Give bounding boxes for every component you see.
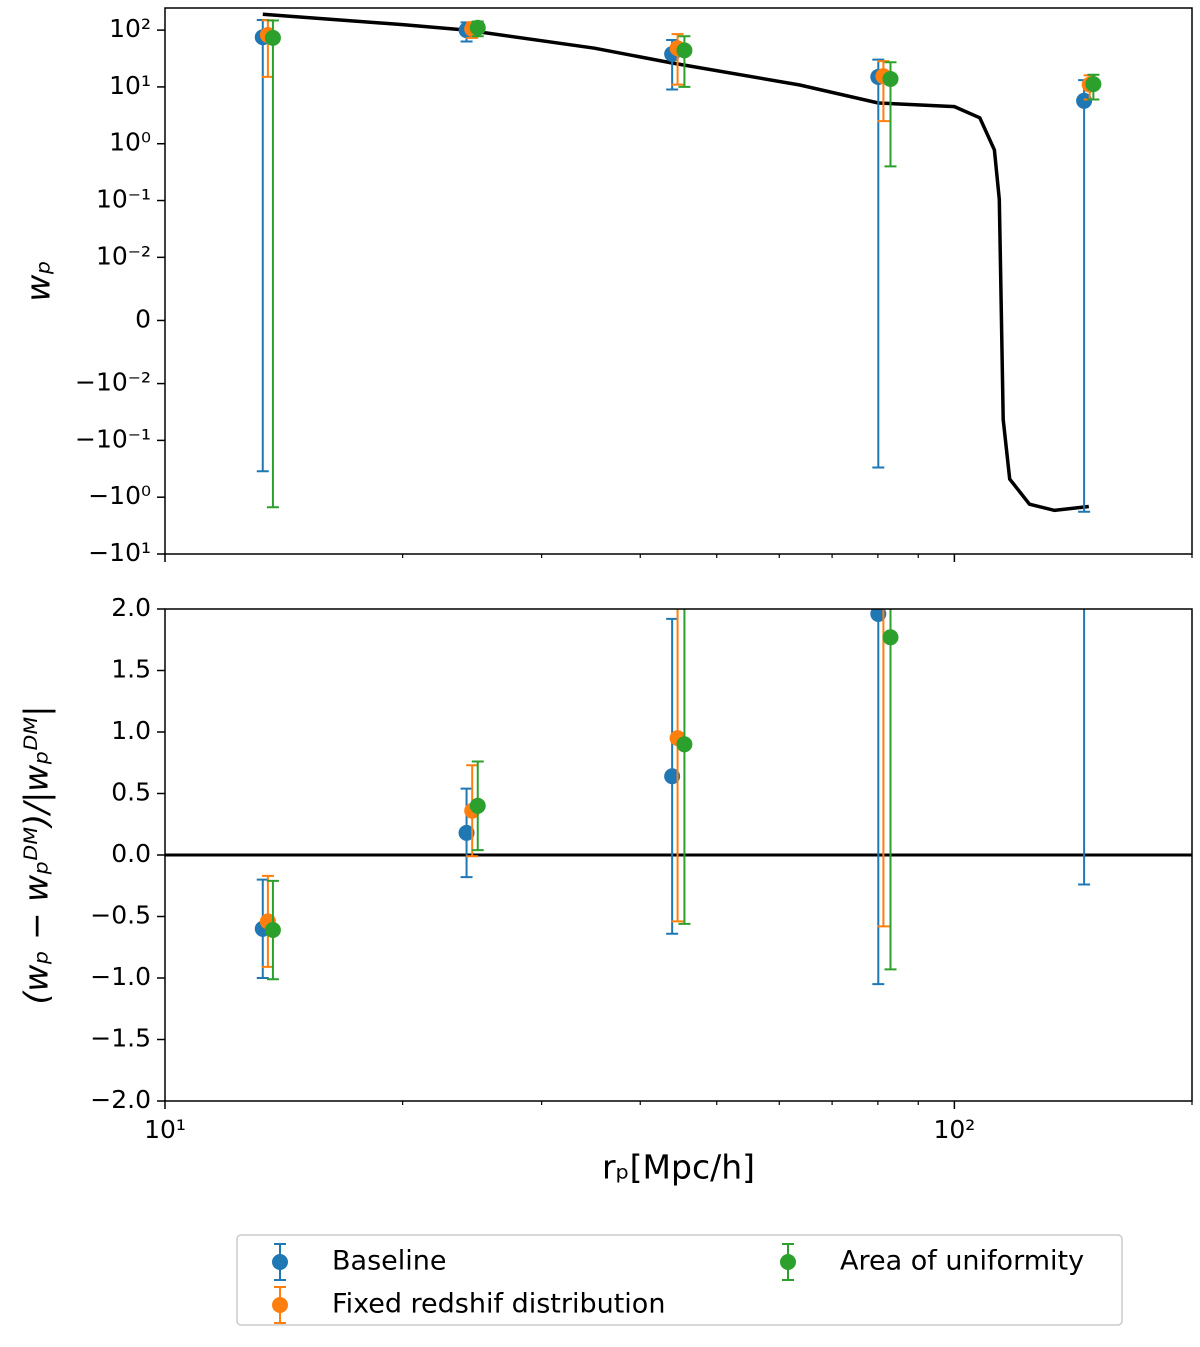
axes-frame — [164, 608, 1193, 1102]
legend-label: Baseline — [332, 1246, 446, 1277]
point — [1085, 171, 1101, 187]
y-axis-label: wₚ — [19, 260, 58, 301]
error-bar — [1078, 79, 1091, 513]
y-axis-label: (wₚ − wₚᴰᴹ)/|wₚᴰᴹ| — [17, 706, 56, 1005]
point — [882, 629, 899, 646]
legend-marker — [780, 1254, 796, 1270]
point — [676, 736, 693, 753]
x-tick-label: 10² — [933, 1115, 975, 1144]
point — [676, 42, 693, 59]
point — [664, 768, 681, 785]
error-bar — [256, 19, 269, 473]
y-tick-label: 10² — [109, 14, 151, 43]
y-tick-label: 10⁻² — [96, 241, 151, 270]
y-tick-label: 10¹ — [109, 71, 151, 100]
y-tick-label: −10¹ — [88, 538, 151, 567]
y-tick-label: −10⁻² — [75, 368, 151, 397]
point — [458, 824, 475, 841]
legend-marker — [272, 1297, 288, 1313]
legend-label: Fixed redshif distribution — [332, 1289, 665, 1320]
legend-marker — [272, 1254, 288, 1270]
legend-box — [236, 1234, 1123, 1326]
point — [264, 29, 281, 46]
error-bar — [872, 58, 885, 469]
y-tick-label: −1.0 — [90, 962, 151, 991]
y-tick-label: 0.5 — [111, 778, 151, 807]
error-bar — [266, 19, 279, 509]
error-bar — [877, 609, 890, 928]
plot-area — [254, 12, 1102, 513]
point — [1076, 92, 1093, 109]
error-bar — [1078, 609, 1091, 886]
y-tick-label: 0 — [135, 304, 151, 333]
y-tick-label: 10⁰ — [109, 128, 151, 157]
x-axis-label: rₚ[Mpc/h] — [602, 1148, 755, 1187]
y-tick-label: 1.0 — [111, 716, 151, 745]
model-curve — [262, 12, 1089, 513]
point — [469, 19, 486, 36]
y-tick-label: 1.5 — [111, 655, 151, 684]
plot-area — [165, 0, 1192, 986]
axes-frame — [164, 7, 1193, 555]
point — [870, 609, 887, 622]
point — [882, 70, 899, 87]
y-tick-label: −0.5 — [90, 901, 151, 930]
point — [1085, 76, 1102, 93]
point — [264, 922, 281, 939]
y-tick-label: 0.0 — [111, 839, 151, 868]
y-tick-label: −10⁰ — [88, 481, 151, 510]
error-bar — [1084, 0, 1096, 486]
x-tick-label: 10¹ — [144, 1115, 186, 1144]
y-tick-label: 2.0 — [111, 593, 151, 622]
legend-label: Area of uniformity — [840, 1246, 1084, 1277]
y-tick-label: −10⁻¹ — [75, 424, 151, 453]
y-tick-label: −1.5 — [90, 1024, 151, 1053]
point — [469, 797, 486, 814]
y-tick-label: −2.0 — [90, 1085, 151, 1114]
y-tick-label: 10⁻¹ — [96, 185, 151, 214]
point — [875, 564, 891, 580]
